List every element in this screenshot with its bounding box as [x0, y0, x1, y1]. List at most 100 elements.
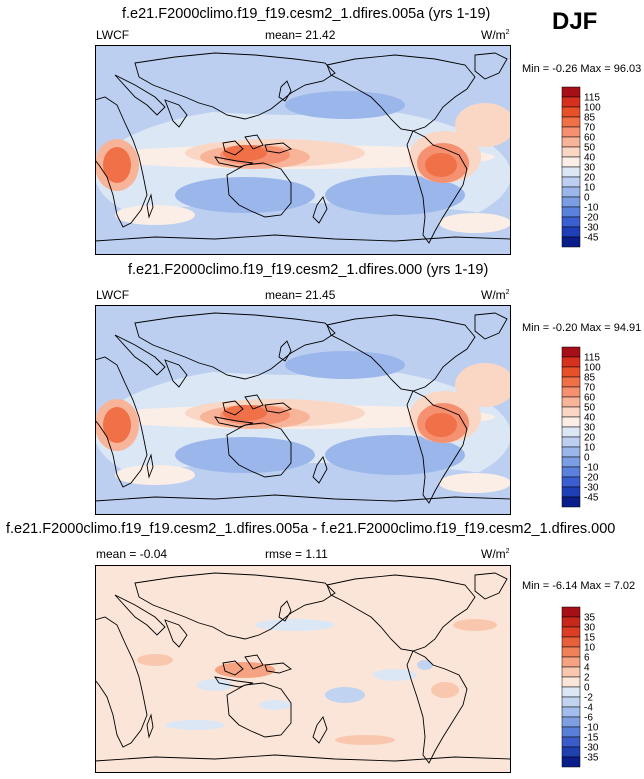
- panel-3-colorbar-box-7: [561, 676, 581, 688]
- panel-3-field-contour-4: [373, 669, 417, 681]
- panel-1-field-contour-18: [115, 205, 195, 225]
- panel-2-title: f.e21.F2000climo.f19_f19.cesm2_1.dfires.…: [128, 262, 489, 278]
- panel-2-colorbar-box-13: [561, 476, 581, 488]
- panel-3-colorbar-tick-10: -6: [584, 713, 593, 724]
- panel-1-colorbar-tick-10: 0: [584, 193, 590, 204]
- panel-2-coastline-11: [312, 456, 328, 484]
- panel-3-colorbar-box-8: [561, 686, 581, 698]
- panel-1-variable-label: LWCF: [96, 28, 130, 42]
- panel-3-field-contour-12: [453, 619, 497, 631]
- panel-2-colorbar-tick-2: 85: [584, 373, 596, 384]
- panel-1-coastline-0: [95, 96, 148, 228]
- panel-1-colorbar-box-9: [561, 176, 581, 188]
- panel-1-colorbar-tick-9: 10: [584, 183, 596, 194]
- panel-2-colorbar-tick-8: 20: [584, 433, 596, 444]
- panel-1-coastline-14: [406, 130, 468, 244]
- season-label: DJF: [552, 8, 598, 35]
- panel-1-colorbar-box-14: [561, 226, 581, 238]
- panel-3-colorbar-box-15: [561, 756, 581, 768]
- panel-3-colorbar-tick-11: -10: [584, 723, 599, 734]
- panel-1-coastline-3: [164, 99, 188, 128]
- panel-3-field-contour-8: [137, 654, 173, 666]
- panel-1-map-frame: [95, 45, 511, 255]
- panel-1-coastline-8: [264, 142, 292, 154]
- panel-2-coastline-15: [95, 494, 511, 515]
- panel-3-coastline-8: [264, 662, 292, 674]
- panel-2-coastline-3: [164, 359, 188, 388]
- panel-1-units: W/m2: [481, 28, 510, 42]
- panel-3-colorbar-box-13: [561, 736, 581, 748]
- panel-2-colorbar-box-2: [561, 366, 581, 378]
- panel-1-coastline-1: [146, 193, 154, 219]
- panel-3-colorbar-box-14: [561, 746, 581, 758]
- panel-2-colorbar-tick-0: 115: [584, 353, 600, 364]
- panel-2-coastline-0: [95, 356, 148, 488]
- panel-2-colorbar-box-3: [561, 376, 581, 388]
- panel-3-coastline-11: [312, 716, 328, 744]
- panel-2-min-max: Min = -0.20 Max = 94.91: [522, 322, 642, 334]
- panel-1-colorbar-box-6: [561, 146, 581, 158]
- panel-3-field-contour-7: [255, 619, 335, 631]
- panel-1-colorbar-tick-5: 50: [584, 143, 596, 154]
- panel-3-colorbar-tick-1: 30: [584, 623, 596, 634]
- panel-3-colorbar-tick-0: 35: [584, 613, 596, 624]
- panel-1-field-contour-13: [425, 153, 457, 177]
- panel-3-field-contour-10: [335, 735, 395, 745]
- panel-2-field-contour-5: [285, 351, 405, 379]
- panel-1-field-contour-16: [455, 103, 511, 147]
- panel-3-field-contour-9: [259, 700, 291, 710]
- panel-2-field-contour-13: [425, 413, 457, 437]
- panel-3-colorbar-tick-8: -2: [584, 693, 593, 704]
- panel-1-coastline-7: [244, 134, 264, 150]
- panel-1-coastline-11: [312, 196, 328, 224]
- panel-3-colorbar-tick-6: 2: [584, 673, 590, 684]
- panel-2-colorbar-tick-7: 30: [584, 423, 596, 434]
- panel-2-field-contour-4: [325, 435, 465, 475]
- panel-2-map: [95, 305, 511, 515]
- panel-1-field-contour-17: [439, 213, 511, 233]
- panel-1-colorbar-tick-7: 30: [584, 163, 596, 174]
- panel-1-colorbar-box-13: [561, 216, 581, 228]
- panel-3-field-contour-11: [165, 720, 225, 730]
- panel-1-colorbar-box-5: [561, 136, 581, 148]
- panel-3-colorbar-box-10: [561, 706, 581, 718]
- panel-3-colorbar-tick-12: -15: [584, 733, 599, 744]
- panel-2-colorbar-box-8: [561, 426, 581, 438]
- panel-2-colorbar-tick-14: -45: [584, 493, 599, 504]
- panel-1-colorbar-tick-2: 85: [584, 113, 596, 124]
- panel-2-coastline-2: [114, 334, 166, 376]
- panel-3-colorbar-box-0: [561, 606, 581, 618]
- panel-2-mean-label: mean= 21.45: [265, 288, 336, 302]
- panel-3-coastline-10: [226, 682, 292, 738]
- panel-2-colorbar-box-15: [561, 496, 581, 508]
- panel-1-colorbar-tick-1: 100: [584, 103, 601, 114]
- panel-1-colorbar-tick-12: -20: [584, 213, 599, 224]
- panel-1-colorbar-tick-14: -45: [584, 233, 599, 244]
- panel-3-colorbar-box-12: [561, 726, 581, 738]
- panel-2-field-contour-3: [175, 437, 315, 473]
- panel-3-coastline-0: [95, 616, 148, 748]
- panel-1-colorbar-tick-6: 40: [584, 153, 596, 164]
- panel-2-map-frame: [95, 305, 511, 515]
- panel-3-min-max: Min = -6.14 Max = 7.02: [522, 580, 636, 592]
- panel-3-map-frame: [95, 565, 511, 773]
- panel-2-field-contour-18: [115, 465, 195, 485]
- panel-2-coastline-4: [134, 312, 336, 380]
- panel-3-coastline-2: [114, 594, 166, 636]
- panel-1-min-max: Min = -0.26 Max = 96.03: [522, 63, 642, 75]
- panel-3-coastline-7: [244, 654, 264, 670]
- panel-1-title: f.e21.F2000climo.f19_f19.cesm2_1.dfires.…: [122, 6, 491, 22]
- panel-3-colorbar-box-2: [561, 626, 581, 638]
- panel-1-map: [95, 45, 511, 255]
- panel-1-colorbar-box-8: [561, 166, 581, 178]
- panel-3-colorbar-tick-13: -30: [584, 743, 599, 754]
- panel-2-coastline-1: [146, 453, 154, 479]
- panel-1-field-contour-5: [285, 91, 405, 119]
- panel-2-field-contour-1: [95, 315, 511, 375]
- panel-1-colorbar-box-11: [561, 196, 581, 208]
- panel-1-colorbar-box-3: [561, 116, 581, 128]
- panel-2-colorbar-box-9: [561, 436, 581, 448]
- panel-2-colorbar-box-7: [561, 416, 581, 428]
- panel-3-colorbar-tick-9: -4: [584, 703, 593, 714]
